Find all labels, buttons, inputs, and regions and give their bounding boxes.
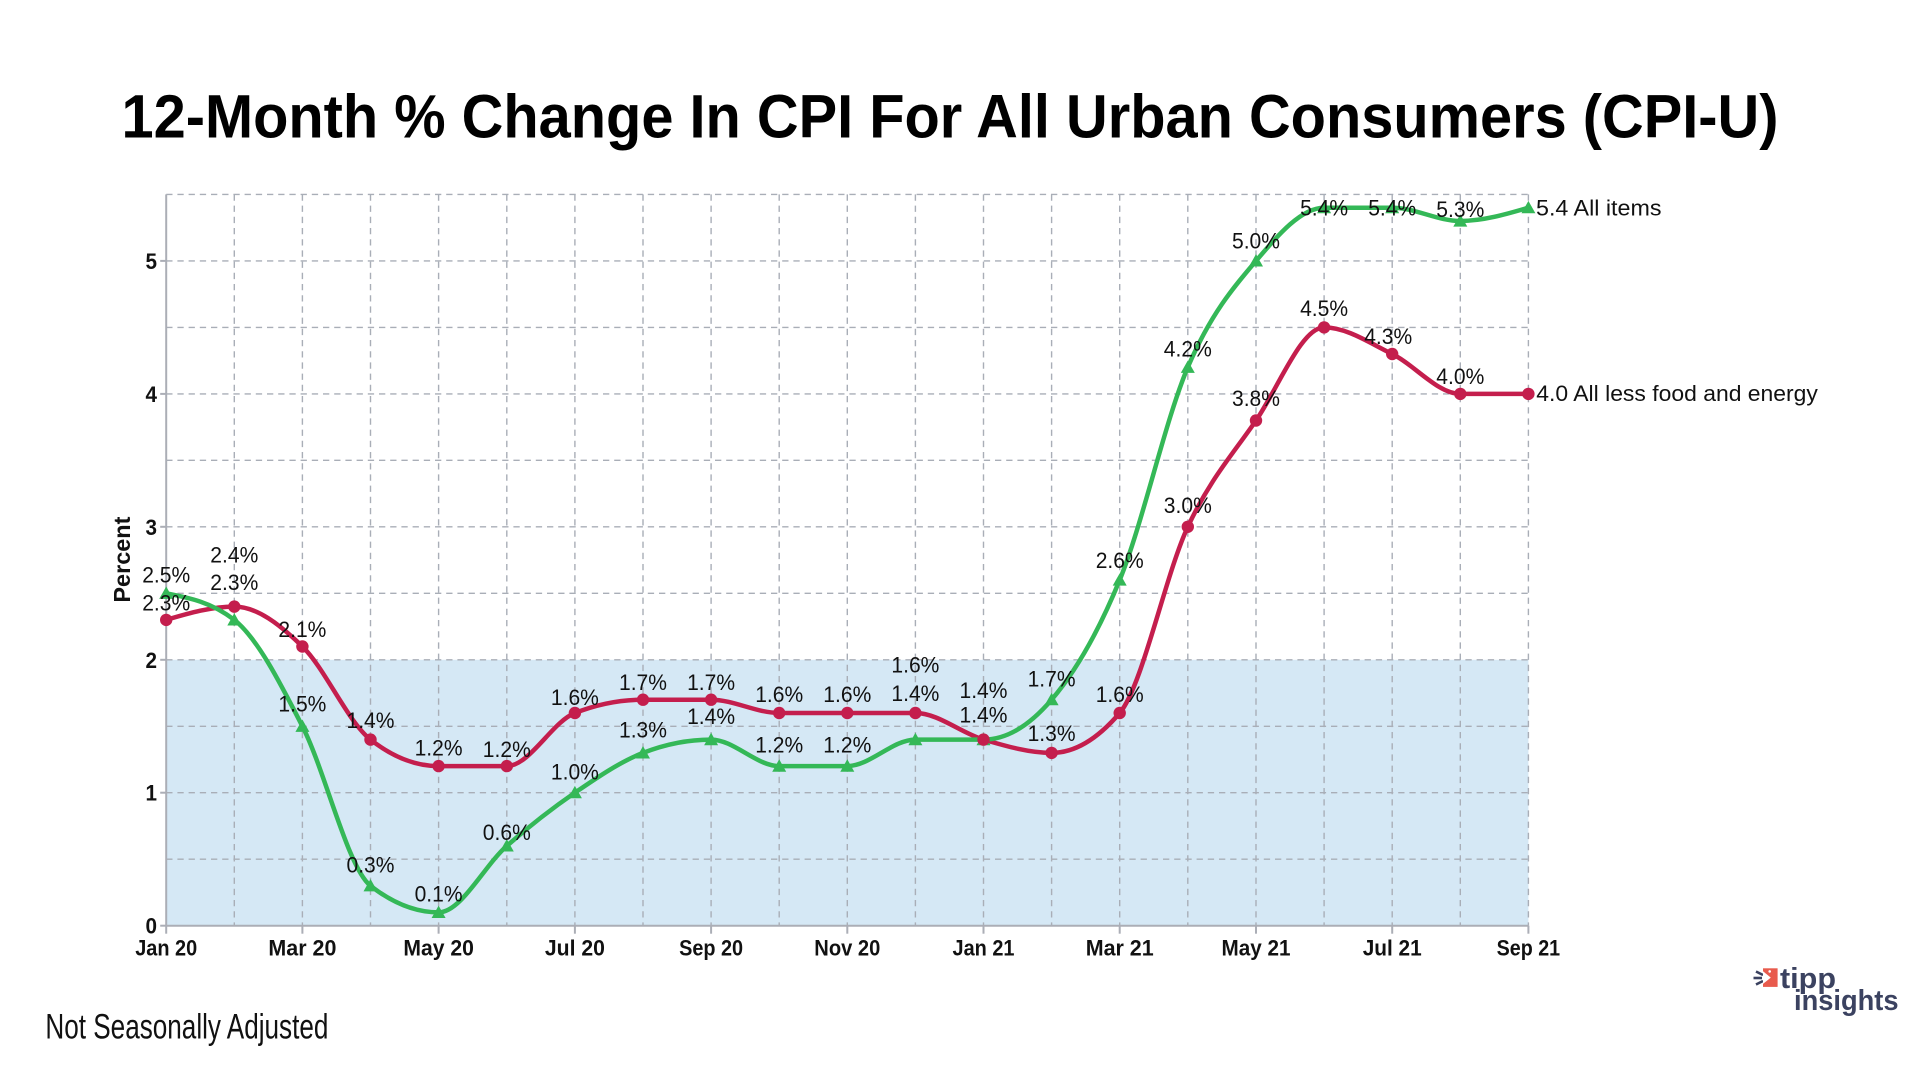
svg-text:1: 1 bbox=[146, 781, 158, 806]
svg-text:3: 3 bbox=[146, 515, 158, 540]
svg-text:2.6%: 2.6% bbox=[1096, 548, 1144, 573]
svg-text:4.2%: 4.2% bbox=[1164, 336, 1212, 361]
svg-text:4: 4 bbox=[146, 382, 158, 407]
svg-text:2.1%: 2.1% bbox=[278, 617, 326, 642]
svg-text:0.1%: 0.1% bbox=[415, 882, 463, 907]
svg-text:1.7%: 1.7% bbox=[1028, 667, 1076, 692]
svg-text:Not Seasonally Adjusted: Not Seasonally Adjusted bbox=[45, 1007, 328, 1046]
svg-text:Mar 20: Mar 20 bbox=[268, 935, 336, 960]
svg-text:5.4%: 5.4% bbox=[1300, 196, 1348, 221]
svg-text:1.2%: 1.2% bbox=[755, 732, 803, 757]
svg-text:May 20: May 20 bbox=[403, 935, 474, 960]
svg-text:1.4%: 1.4% bbox=[960, 703, 1008, 728]
svg-text:4.0%: 4.0% bbox=[1436, 364, 1484, 389]
svg-text:Nov 20: Nov 20 bbox=[814, 935, 880, 960]
svg-text:Sep 20: Sep 20 bbox=[679, 935, 743, 960]
svg-text:1.6%: 1.6% bbox=[823, 682, 871, 707]
svg-text:1.6%: 1.6% bbox=[755, 682, 803, 707]
svg-text:1.4%: 1.4% bbox=[347, 708, 395, 733]
svg-text:Jul 20: Jul 20 bbox=[545, 935, 605, 960]
svg-text:Jan 20: Jan 20 bbox=[135, 935, 197, 960]
svg-text:2.3%: 2.3% bbox=[142, 591, 190, 616]
svg-text:5.4%: 5.4% bbox=[1368, 196, 1416, 221]
svg-text:tipp: tipp bbox=[1780, 963, 1836, 995]
svg-text:5.3%: 5.3% bbox=[1436, 197, 1484, 222]
svg-text:5: 5 bbox=[146, 249, 158, 274]
svg-text:1.6%: 1.6% bbox=[1096, 682, 1144, 707]
svg-text:5.0%: 5.0% bbox=[1232, 228, 1280, 253]
svg-text:4.3%: 4.3% bbox=[1364, 324, 1412, 349]
svg-text:May 21: May 21 bbox=[1222, 935, 1291, 960]
svg-text:1.2%: 1.2% bbox=[483, 737, 531, 762]
svg-text:4.5%: 4.5% bbox=[1300, 296, 1348, 321]
svg-text:Mar 21: Mar 21 bbox=[1086, 935, 1154, 960]
svg-text:1.7%: 1.7% bbox=[619, 670, 667, 695]
svg-text:Percent: Percent bbox=[109, 516, 135, 602]
svg-text:insights: insights bbox=[1794, 985, 1899, 1017]
svg-text:1.5%: 1.5% bbox=[278, 691, 326, 716]
svg-text:0.6%: 0.6% bbox=[483, 820, 531, 845]
svg-text:Sep 21: Sep 21 bbox=[1497, 935, 1561, 960]
svg-text:2.3%: 2.3% bbox=[210, 570, 258, 595]
svg-text:4.0 All less food and energy: 4.0 All less food and energy bbox=[1536, 381, 1818, 406]
svg-text:2: 2 bbox=[146, 648, 158, 673]
svg-text:Jul 21: Jul 21 bbox=[1363, 935, 1422, 960]
svg-text:12-Month % Change In CPI For A: 12-Month % Change In CPI For All Urban C… bbox=[122, 83, 1779, 151]
svg-text:1.2%: 1.2% bbox=[823, 732, 871, 757]
svg-text:1.0%: 1.0% bbox=[551, 760, 599, 785]
svg-text:0: 0 bbox=[146, 914, 158, 939]
svg-text:2.4%: 2.4% bbox=[210, 542, 258, 567]
svg-text:1.4%: 1.4% bbox=[960, 678, 1008, 703]
svg-text:1.4%: 1.4% bbox=[687, 704, 735, 729]
svg-text:3.0%: 3.0% bbox=[1164, 493, 1212, 518]
svg-text:1.2%: 1.2% bbox=[415, 736, 463, 761]
svg-text:1.3%: 1.3% bbox=[619, 717, 667, 742]
svg-text:0.3%: 0.3% bbox=[347, 853, 395, 878]
svg-text:1.6%: 1.6% bbox=[551, 685, 599, 710]
svg-text:2.5%: 2.5% bbox=[142, 563, 190, 588]
svg-text:3.8%: 3.8% bbox=[1232, 386, 1280, 411]
svg-text:5.4 All items: 5.4 All items bbox=[1536, 196, 1662, 221]
svg-text:1.4%: 1.4% bbox=[891, 681, 939, 706]
svg-text:Jan 21: Jan 21 bbox=[953, 935, 1015, 960]
svg-text:1.6%: 1.6% bbox=[891, 652, 939, 677]
svg-text:1.3%: 1.3% bbox=[1028, 721, 1076, 746]
svg-text:1.7%: 1.7% bbox=[687, 670, 735, 695]
